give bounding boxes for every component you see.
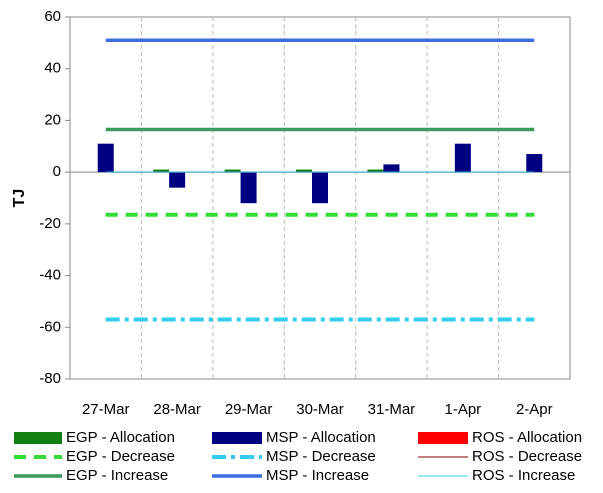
legend-label: ROS - Allocation <box>472 429 582 446</box>
legend-label: MSP - Increase <box>266 467 369 484</box>
y-tick-label: -80 <box>39 370 61 387</box>
x-tick-label: 2-Apr <box>516 401 553 418</box>
y-tick-label: -20 <box>39 215 61 232</box>
bar <box>153 169 170 173</box>
bar <box>169 172 186 188</box>
legend-swatch <box>418 432 468 444</box>
bar <box>312 172 328 204</box>
x-tick-label: 28-Mar <box>153 401 201 418</box>
legend-label: EGP - Decrease <box>66 448 175 465</box>
x-tick-label: 30-Mar <box>296 401 344 418</box>
bar <box>383 164 400 173</box>
bar <box>367 169 384 173</box>
y-tick-label: 40 <box>44 60 61 77</box>
x-tick-label: 29-Mar <box>225 401 273 418</box>
y-tick-label: -60 <box>39 318 61 335</box>
x-tick-label: 27-Mar <box>82 401 130 418</box>
legend-swatch <box>212 432 262 444</box>
bar <box>526 154 543 173</box>
legend-swatch <box>14 432 62 444</box>
bar <box>454 143 471 173</box>
legend-label: MSP - Allocation <box>266 429 376 446</box>
legend-label: MSP - Decrease <box>266 448 376 465</box>
bar <box>97 143 114 173</box>
x-tick-label: 31-Mar <box>368 401 416 418</box>
legend-label: EGP - Allocation <box>66 429 175 446</box>
y-tick-label: 20 <box>44 111 61 128</box>
x-tick-label: 1-Apr <box>445 401 482 418</box>
y-axis-label: TJ <box>11 189 28 208</box>
legend-label: ROS - Decrease <box>472 448 582 465</box>
y-tick-label: 60 <box>44 8 61 25</box>
legend-label: EGP - Increase <box>66 467 168 484</box>
y-tick-label: -40 <box>39 267 61 284</box>
bar <box>224 169 241 173</box>
legend-label: ROS - Increase <box>472 467 575 484</box>
bar <box>240 172 257 204</box>
bar <box>296 169 312 173</box>
y-tick-label: 0 <box>53 163 61 180</box>
